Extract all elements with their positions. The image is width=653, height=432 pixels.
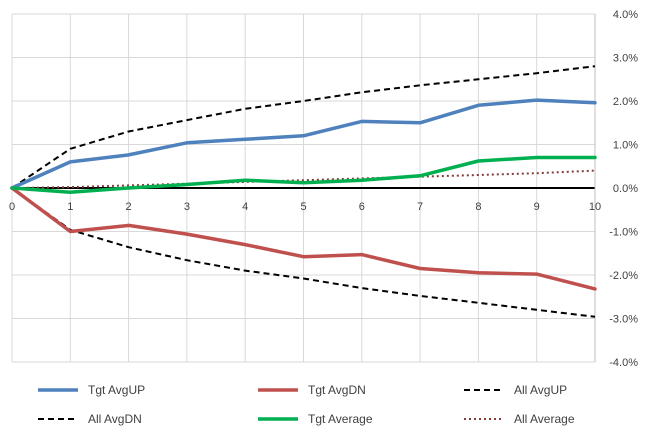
legend: Tgt AvgUP Tgt AvgDN All AvgUP All AvgDN Tgt … xyxy=(38,383,575,426)
x-tick-label: 7 xyxy=(417,201,423,213)
x-tick-label: 5 xyxy=(300,201,306,213)
x-tick-label: 9 xyxy=(534,201,540,213)
legend-item: Tgt AvgDN xyxy=(258,383,366,397)
x-tick-label: 6 xyxy=(359,201,365,213)
legend-label: All AvgUP xyxy=(514,383,567,397)
y-tick-label: 1.0% xyxy=(613,140,638,152)
legend-item: Tgt Average xyxy=(258,412,373,426)
y-tick-label: -4.0% xyxy=(609,357,638,369)
y-tick-label: -2.0% xyxy=(609,270,638,282)
series-line-all-avgup xyxy=(11,65,596,189)
x-tick-label: 2 xyxy=(126,201,132,213)
y-tick-label: 0.0% xyxy=(613,183,638,195)
x-tick-label: 4 xyxy=(242,201,248,213)
y-tick-label: 2.0% xyxy=(613,96,638,108)
y-tick-label: -1.0% xyxy=(609,227,638,239)
x-tick-label: 3 xyxy=(184,201,190,213)
legend-item: Tgt AvgUP xyxy=(38,383,145,397)
x-tick-label: 10 xyxy=(589,201,601,213)
legend-label: Tgt AvgUP xyxy=(88,383,145,397)
y-tick-label: 3.0% xyxy=(613,53,638,65)
y-tick-label: 4.0% xyxy=(613,9,638,21)
legend-label: Tgt Average xyxy=(308,412,373,426)
legend-label: All AvgDN xyxy=(88,412,142,426)
x-tick-label: 0 xyxy=(9,201,15,213)
x-tick-label: 1 xyxy=(67,201,73,213)
legend-label: All Average xyxy=(514,412,575,426)
series-line-tgt-avgup xyxy=(10,98,597,190)
y-tick-label: -3.0% xyxy=(609,314,638,326)
legend-item: All AvgDN xyxy=(38,412,142,426)
legend-item: All Average xyxy=(464,412,575,426)
axes: 4.0% 3.0% 2.0% 1.0% 0.0% -1.0% -2.0% -3.0% -4.0%… xyxy=(9,9,638,369)
legend-item: All AvgUP xyxy=(464,383,567,397)
series-line-tgt-average xyxy=(10,155,597,195)
series-line-all-avgdn xyxy=(11,187,596,318)
series-line-tgt-avgdn xyxy=(10,186,597,291)
legend-label: Tgt AvgDN xyxy=(308,383,366,397)
x-tick-label: 8 xyxy=(475,201,481,213)
series-line-all-average xyxy=(11,169,596,189)
series-lines xyxy=(10,65,597,318)
